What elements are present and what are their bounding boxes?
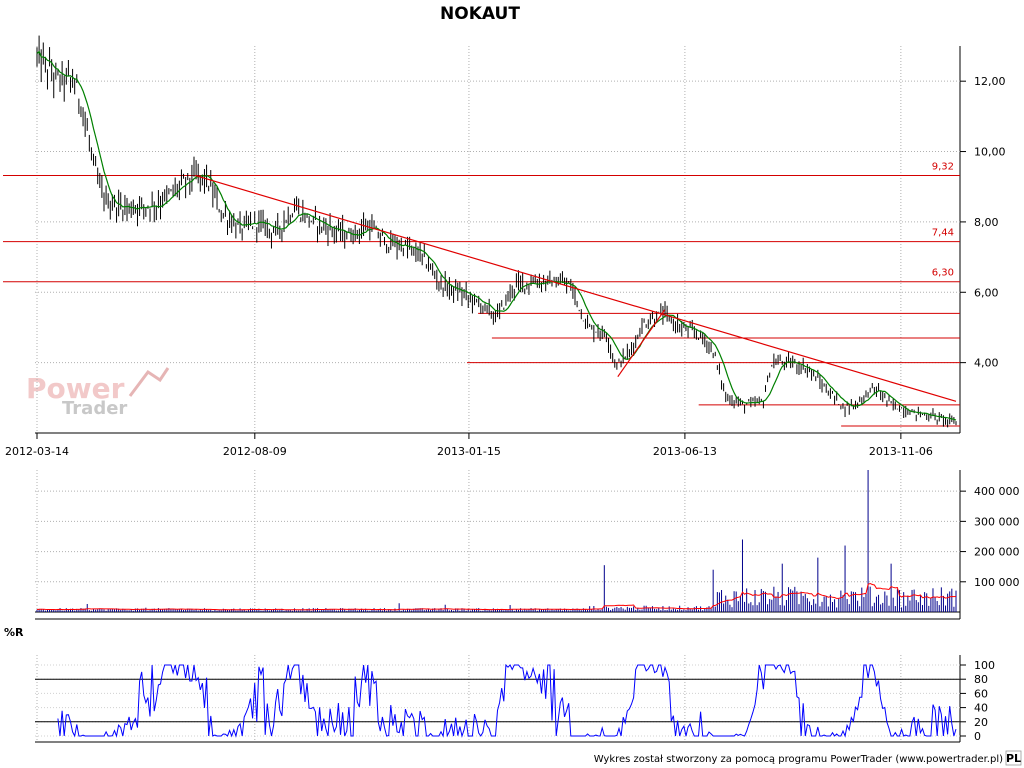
chart-title: NOKAUT [440,4,520,24]
watermark-logo: Power Trader [26,367,170,419]
date-tick-label: 2013-11-06 [869,445,933,458]
date-tick-label: 2013-01-15 [437,445,501,458]
williams-r-y-tick-label: 80 [974,673,988,686]
price-y-tick-label: 6,00 [974,286,999,299]
williams-r-y-tick-label: 60 [974,687,988,700]
powertrader-logo-text: PL [1006,752,1021,765]
date-tick-label: 2012-08-09 [223,445,287,458]
volume-y-tick-label: 100 000 [974,576,1020,589]
williams-r-y-tick-label: 40 [974,702,988,715]
price-candles [36,35,957,428]
date-axis: 2012-03-14 2012-08-09 2013-01-15 2013-06-13… [5,433,933,458]
volume-y-tick-label: 300 000 [974,515,1020,528]
powertrader-logo: PL [1005,750,1022,766]
price-y-tick-label: 4,00 [974,357,999,370]
williams-r-y-tick-label: 0 [974,730,981,743]
trendline [617,309,666,378]
date-tick-label: 2013-06-13 [653,445,717,458]
price-level-label: 9,32 [932,161,954,172]
volume-y-tick-label: 400 000 [974,485,1020,498]
price-y-tick-label: 12,00 [974,75,1006,88]
price-levels: 9,32 7,44 6,30 [3,161,960,427]
watermark-line2: Trader [62,398,127,419]
price-y-tick-label: 8,00 [974,216,999,229]
volume-bars [36,470,957,612]
watermark-line1: Power [26,372,125,405]
volume-y-tick-label: 200 000 [974,546,1020,559]
footer-credit: Wykres został stworzony za pomocą progra… [594,754,1003,765]
price-level-label: 7,44 [932,228,954,239]
volume-panel: 100 000 200 000 300 000 400 000 [35,470,1020,620]
williams-r-line [57,663,957,738]
trendline [194,174,957,402]
williams-r-label: %R [4,626,24,639]
volume-average-line [36,582,957,611]
williams-r-grid [35,655,960,742]
trendlines [194,174,957,402]
volume-y-axis: 100 000 200 000 300 000 400 000 [960,485,1020,589]
price-y-axis: 4,00 6,00 8,00 10,00 12,00 [960,75,1006,370]
volume-grid [35,470,960,612]
price-level-label: 6,30 [932,268,954,279]
moving-average-line [36,50,957,421]
williams-r-y-tick-label: 100 [974,659,995,672]
date-tick-label: 2012-03-14 [5,445,69,458]
price-y-tick-label: 10,00 [974,146,1006,159]
price-panel: 9,32 7,44 6,30 4,00 6,00 8,00 10,00 12,00 2012… [3,35,1006,458]
williams-r-y-tick-label: 20 [974,716,988,729]
